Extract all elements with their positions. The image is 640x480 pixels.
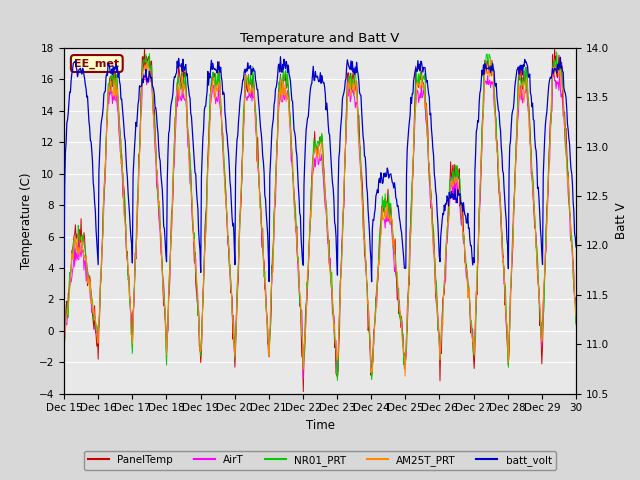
- Text: EE_met: EE_met: [74, 59, 120, 69]
- Title: Temperature and Batt V: Temperature and Batt V: [240, 33, 400, 46]
- Y-axis label: Batt V: Batt V: [614, 203, 628, 239]
- Legend: PanelTemp, AirT, NR01_PRT, AM25T_PRT, batt_volt: PanelTemp, AirT, NR01_PRT, AM25T_PRT, ba…: [84, 451, 556, 470]
- Y-axis label: Temperature (C): Temperature (C): [20, 172, 33, 269]
- X-axis label: Time: Time: [305, 419, 335, 432]
